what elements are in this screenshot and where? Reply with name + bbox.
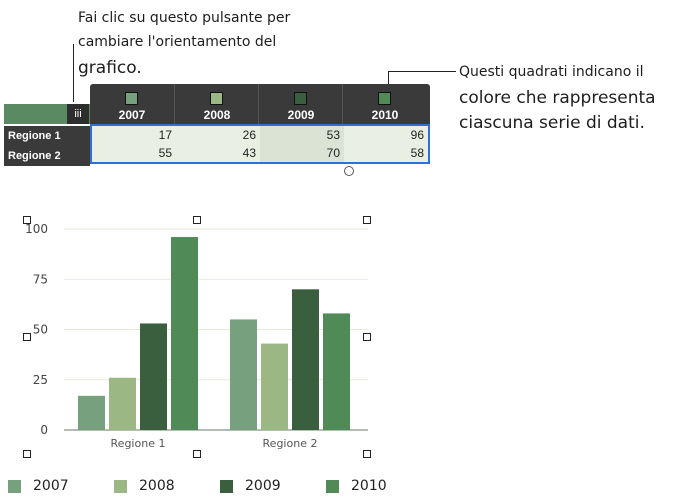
selection-handle[interactable] bbox=[23, 333, 31, 341]
selection-handle[interactable] bbox=[193, 216, 201, 224]
swatch-callout-line3: ciascuna serie di dati. bbox=[459, 113, 645, 133]
swatch-leader-h bbox=[388, 71, 456, 72]
legend-swatch bbox=[114, 480, 127, 493]
series-header-2008[interactable]: 2008 bbox=[174, 84, 259, 124]
selection-handle[interactable] bbox=[363, 450, 371, 458]
data-cell[interactable]: 96 bbox=[410, 128, 424, 142]
data-cell[interactable]: 70 bbox=[260, 144, 344, 162]
series-header-label: 2008 bbox=[203, 108, 231, 122]
orientation-callout-line2: cambiare l'orientamento del bbox=[78, 34, 277, 50]
selection-handle[interactable] bbox=[193, 450, 201, 458]
bar-2010-regione-2 bbox=[323, 313, 350, 430]
series-header-2010[interactable]: 2010 bbox=[342, 84, 427, 124]
chart-data-editor: 2007 2008 2009 2010 iii Regione 1 Region… bbox=[4, 84, 430, 176]
legend-label: 2009 bbox=[245, 478, 281, 494]
legend-label: 2010 bbox=[351, 478, 387, 494]
series-header-label: 2009 bbox=[287, 108, 315, 122]
data-cell[interactable]: 43 bbox=[242, 146, 256, 160]
y-tick-label: 25 bbox=[33, 373, 48, 387]
bar-2007-regione-1 bbox=[78, 395, 105, 430]
bar-2009-regione-2 bbox=[292, 289, 319, 430]
chart-legend: 2007 2008 2009 2010 bbox=[8, 478, 408, 496]
y-tick-label: 50 bbox=[33, 323, 48, 337]
data-grid[interactable]: 17 26 53 96 55 43 70 58 bbox=[90, 124, 430, 164]
x-category-label: Regione 1 bbox=[111, 437, 166, 450]
y-tick-label: 0 bbox=[40, 423, 48, 437]
legend-label: 2007 bbox=[33, 478, 69, 494]
series-header-row: 2007 2008 2009 2010 bbox=[90, 84, 430, 124]
bar-2010-regione-1 bbox=[171, 237, 198, 430]
selection-handle[interactable] bbox=[363, 216, 371, 224]
series-header-2007[interactable]: 2007 bbox=[90, 84, 174, 124]
orientation-callout-line3: grafico. bbox=[78, 58, 142, 78]
series-color-swatch[interactable] bbox=[378, 92, 391, 105]
series-header-label: 2007 bbox=[118, 108, 146, 122]
orientation-leader-line bbox=[73, 44, 74, 102]
swatch-callout-line2: colore che rappresenta bbox=[459, 88, 656, 108]
legend-swatch bbox=[8, 480, 21, 493]
data-cell[interactable]: 53 bbox=[260, 126, 344, 144]
selection-handle[interactable] bbox=[23, 216, 31, 224]
data-cell[interactable]: 58 bbox=[410, 146, 424, 160]
orientation-toggle-button[interactable]: iii bbox=[67, 104, 89, 124]
bar-2007-regione-2 bbox=[230, 319, 257, 430]
y-tick-label: 75 bbox=[33, 272, 48, 286]
series-header-label: 2010 bbox=[371, 108, 399, 122]
selection-handle[interactable] bbox=[363, 333, 371, 341]
legend-label: 2008 bbox=[139, 478, 175, 494]
orientation-callout-line1: Fai clic su questo pulsante per bbox=[78, 10, 291, 26]
bar-2009-regione-1 bbox=[140, 323, 167, 430]
selection-handle[interactable] bbox=[23, 450, 31, 458]
bar-chart-svg: 0 25 50 75 100 Regione 1 Regione 2 bbox=[23, 216, 371, 458]
legend-swatch bbox=[326, 480, 339, 493]
data-cell[interactable]: 26 bbox=[242, 128, 256, 142]
swatch-leader-v bbox=[388, 71, 389, 91]
series-color-swatch[interactable] bbox=[294, 92, 307, 105]
bar-2008-regione-2 bbox=[261, 343, 288, 430]
data-cell[interactable]: 17 bbox=[158, 128, 172, 142]
legend-swatch bbox=[220, 480, 233, 493]
series-color-swatch[interactable] bbox=[125, 92, 138, 105]
series-color-swatch[interactable] bbox=[210, 92, 223, 105]
orientation-toggle-icon: iii bbox=[74, 108, 82, 120]
series-header-2009[interactable]: 2009 bbox=[258, 84, 343, 124]
data-cell[interactable]: 55 bbox=[158, 146, 172, 160]
row-label-regione-1[interactable]: Regione 1 bbox=[4, 126, 90, 146]
x-category-label: Regione 2 bbox=[263, 437, 318, 450]
row-label-regione-2[interactable]: Regione 2 bbox=[4, 146, 90, 166]
swatch-callout-line1: Questi quadrati indicano il bbox=[459, 64, 644, 80]
y-tick-label: 100 bbox=[25, 222, 48, 236]
selection-resize-handle[interactable] bbox=[344, 166, 354, 176]
bar-chart[interactable]: 0 25 50 75 100 Regione 1 Regione 2 bbox=[0, 210, 400, 500]
bar-2008-regione-1 bbox=[109, 377, 136, 430]
